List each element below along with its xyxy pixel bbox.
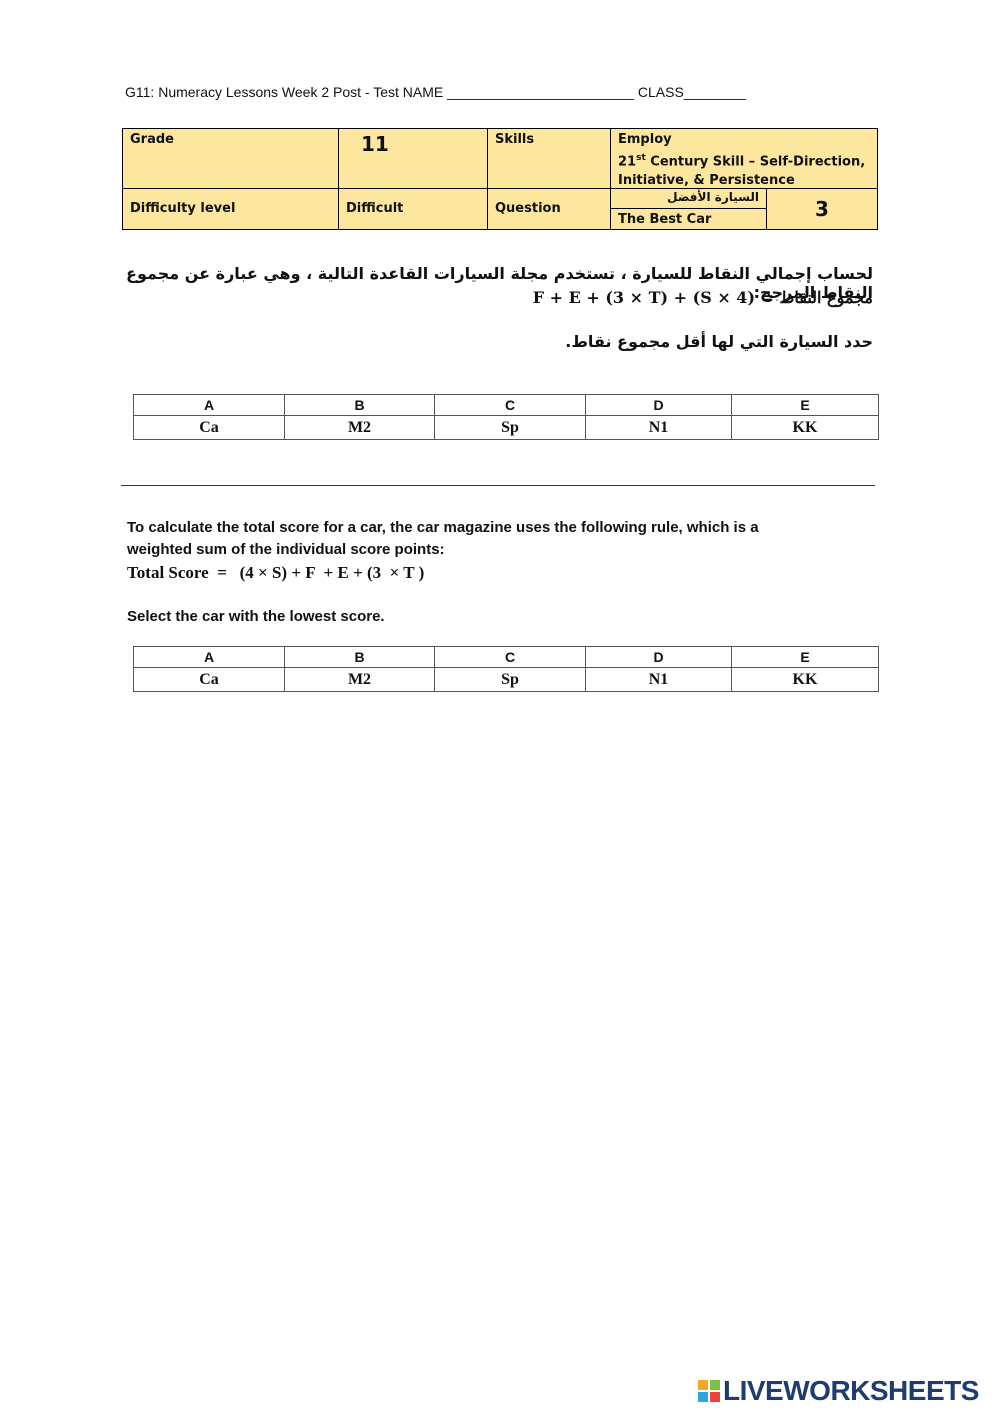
question-label: Question [487,188,611,230]
option-car: M2 [284,667,435,692]
question-title-ar: السيارة الأفضل [610,188,767,209]
option-letter: B [284,646,435,668]
skills-sup: st [636,153,646,163]
english-formula: Total Score = (4 × S) + F + E + (3 × T ) [127,563,425,582]
difficulty-label: Difficulty level [122,188,339,230]
english-intro: weighted sum of the individual score poi… [127,541,445,558]
option-letter: B [284,394,435,416]
option-car: Sp [434,415,586,440]
option-car: N1 [585,667,732,692]
brand-icon [698,1380,720,1402]
brand: LIVEWORKSHEETS [723,1375,979,1406]
skills-line: 21st Century Skill – Self-Direction, [618,149,870,171]
option-car: KK [731,415,879,440]
arabic-instruction: حدد السيارة التي لها أقل مجموع نقاط. [565,332,873,351]
option-letter: E [731,646,879,668]
english-intro: To calculate the total score for a car, … [127,519,759,536]
option-car: KK [731,667,879,692]
separator [121,485,875,486]
difficulty-value: Difficult [338,188,488,230]
skills-number: 21 [618,154,637,170]
arabic-formula: مجموع النقاط = (4 × S) + F + E + (3 × T) [532,288,873,307]
skills-line: Employ [618,132,672,147]
arabic-intro: لحساب إجمالي النقاط للسيارة ، تستخدم مجل… [126,264,873,302]
skills-label: Skills [487,128,611,189]
question-title-en: The Best Car [610,208,767,230]
option-letter: C [434,646,586,668]
option-letter: E [731,394,879,416]
option-letter: D [585,394,732,416]
skills-rest: Century Skill – Self-Direction, [645,154,866,170]
question-number: 3 [766,188,878,230]
option-letter: D [585,646,732,668]
option-letter: C [434,394,586,416]
header-title: G11: Numeracy Lessons Week 2 Post - Test… [125,84,747,100]
grade-value: 11 [338,128,488,189]
option-car: M2 [284,415,435,440]
option-car: Ca [133,667,285,692]
skills-line: Initiative, & Persistence [618,173,795,189]
grade-label: Grade [122,128,339,189]
english-instruction: Select the car with the lowest score. [127,608,385,625]
option-car: N1 [585,415,732,440]
option-letter: A [133,394,285,416]
skills-value: Employ 21st Century Skill – Self-Directi… [610,128,878,189]
option-car: Sp [434,667,586,692]
option-letter: A [133,646,285,668]
option-car: Ca [133,415,285,440]
